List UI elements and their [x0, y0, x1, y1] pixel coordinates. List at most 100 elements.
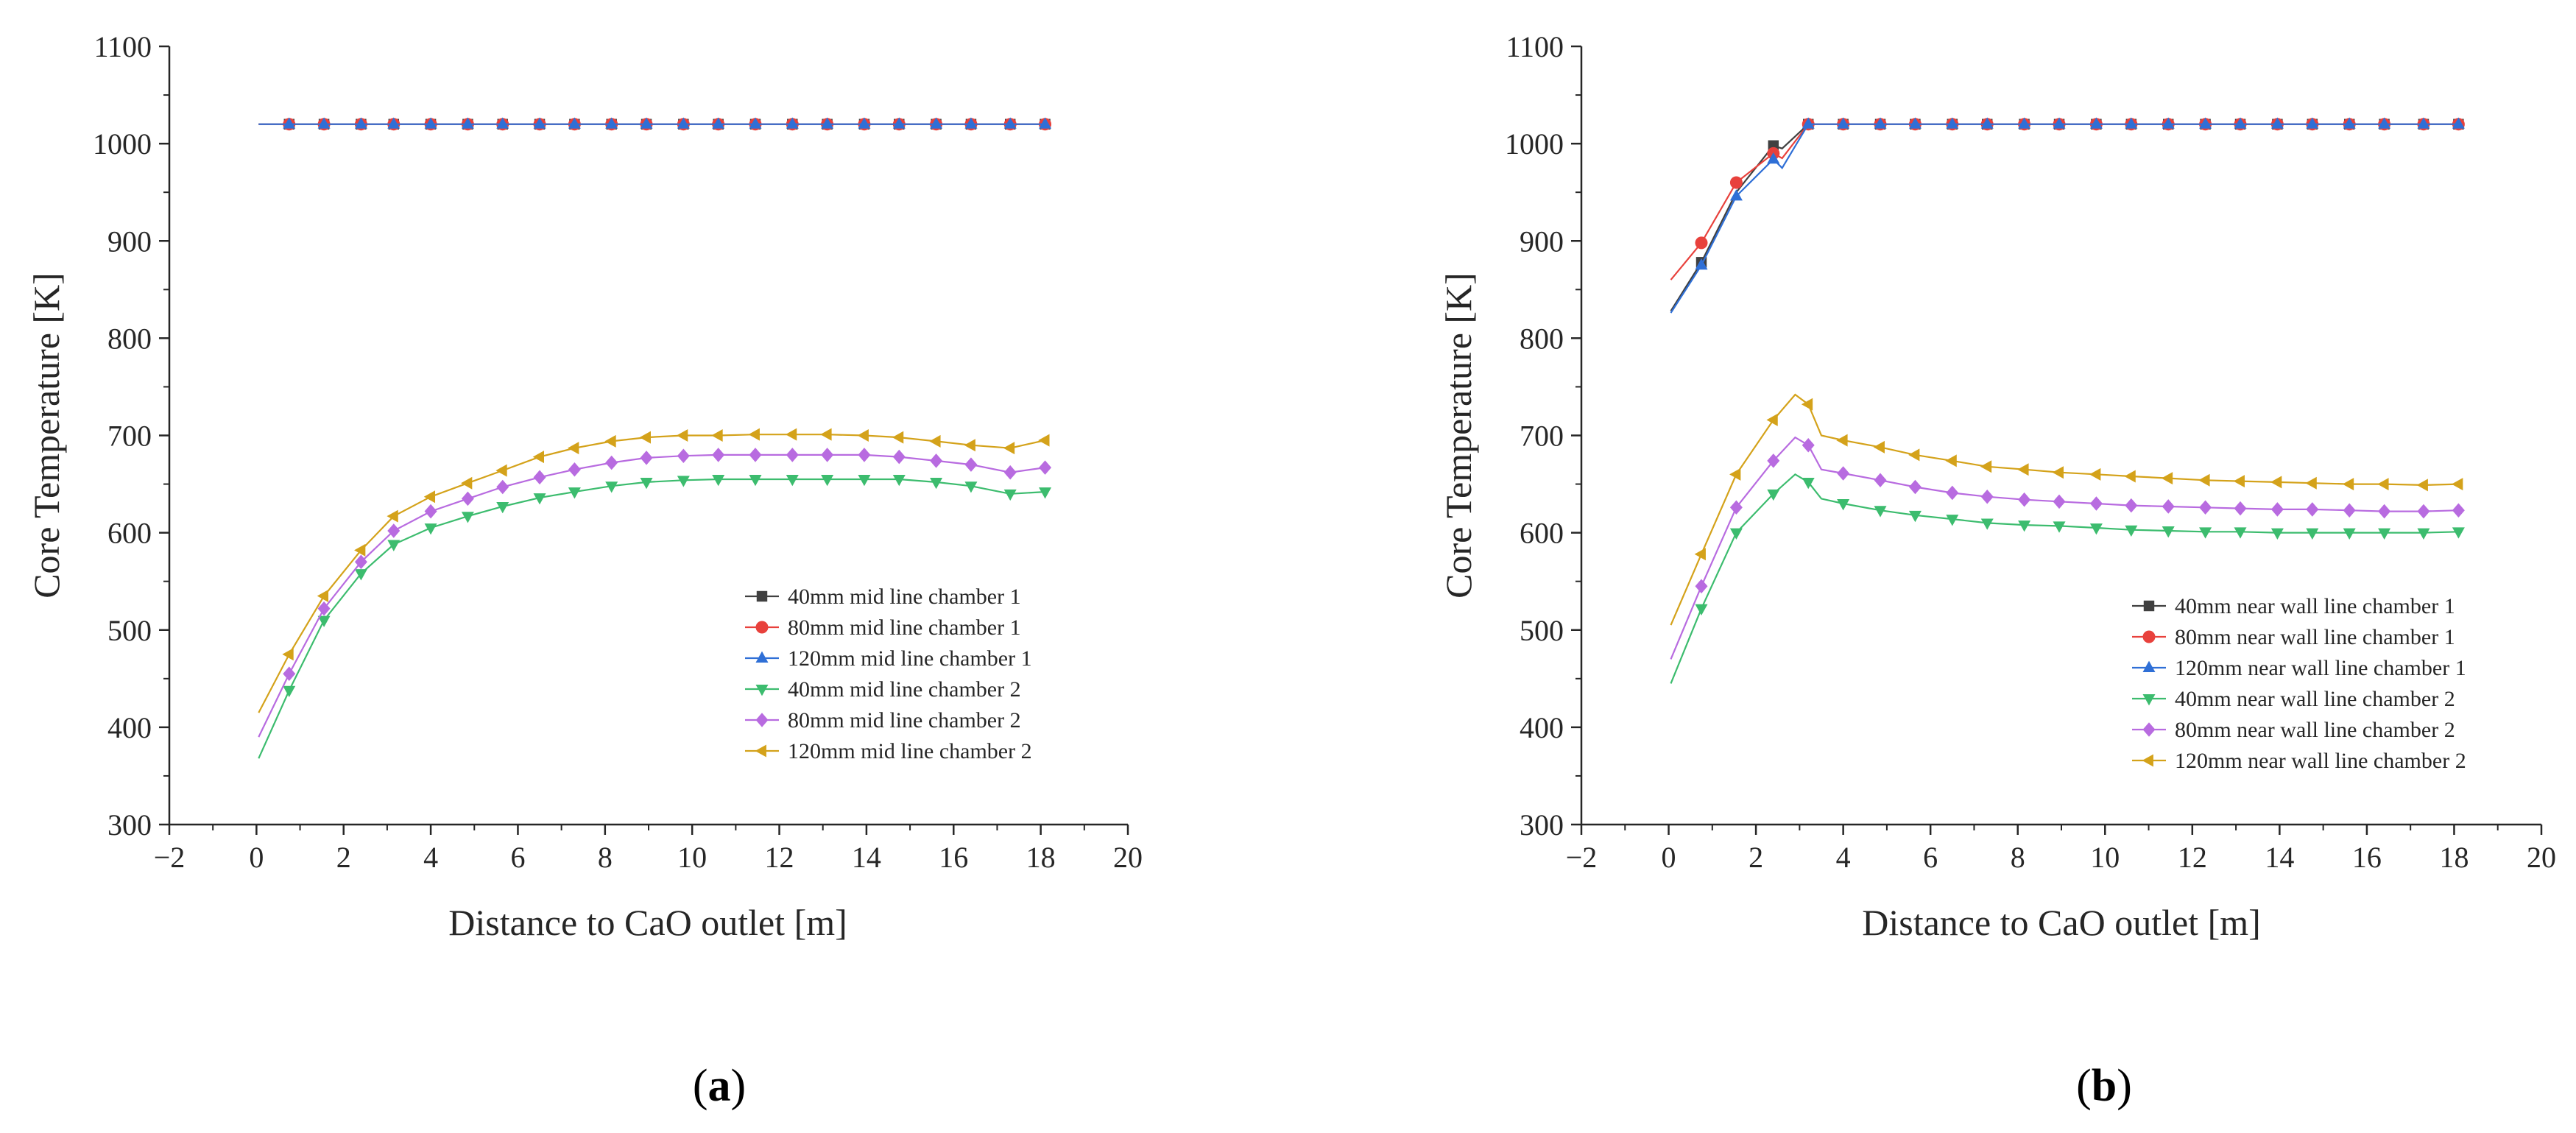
x-tick-label: 6	[510, 841, 525, 874]
data-point	[929, 434, 941, 448]
data-point	[639, 431, 651, 444]
y-tick-label: 900	[1520, 225, 1564, 258]
data-point	[749, 475, 762, 487]
y-tick-label: 600	[107, 517, 152, 550]
data-point	[858, 117, 871, 129]
panel-label-letter: b	[2092, 1061, 2117, 1111]
y-tick-label: 1000	[1505, 127, 1564, 160]
data-point	[964, 439, 975, 452]
y-tick-label: 700	[1520, 420, 1564, 453]
data-point	[2306, 117, 2319, 129]
data-point	[1980, 117, 1994, 129]
series-line	[1670, 123, 2459, 280]
data-point	[568, 487, 581, 499]
data-point	[2343, 117, 2356, 129]
y-tick-label: 700	[107, 420, 152, 453]
data-point	[1038, 434, 1050, 447]
y-tick-label: 600	[1520, 517, 1564, 550]
data-point	[2053, 521, 2066, 533]
x-tick-label: 2	[1748, 841, 1763, 874]
data-point	[2270, 502, 2284, 517]
data-point	[605, 455, 618, 470]
panel-label-open: (	[693, 1061, 708, 1111]
x-tick-label: 12	[765, 841, 794, 874]
legend: 40mm mid line chamber 1 80mm mid line cha…	[745, 585, 1032, 763]
legend-label: 40mm near wall line chamber 1	[2175, 594, 2455, 618]
legend-marker	[755, 713, 769, 727]
data-point	[712, 448, 725, 462]
x-tick-label: 0	[1662, 841, 1676, 874]
legend-marker	[2142, 660, 2156, 672]
data-point	[677, 476, 690, 487]
data-point	[1003, 489, 1017, 501]
data-point	[2125, 525, 2138, 537]
data-point	[2342, 478, 2354, 491]
data-point	[2199, 117, 2212, 129]
series-5	[258, 448, 1052, 738]
panel-label-close: )	[731, 1061, 747, 1111]
x-tick-label: 18	[1026, 841, 1056, 874]
data-point	[2306, 528, 2319, 540]
data-point	[1003, 465, 1017, 480]
data-point	[533, 470, 546, 485]
data-point	[1837, 499, 1850, 511]
x-tick-label: 8	[598, 841, 613, 874]
data-point	[387, 523, 400, 538]
x-tick-label: 16	[939, 841, 968, 874]
data-point	[2343, 528, 2356, 540]
data-point	[317, 590, 329, 603]
data-point	[1874, 473, 1887, 488]
data-point	[424, 504, 437, 519]
data-point	[2089, 467, 2101, 481]
data-point	[964, 457, 978, 472]
x-tick-label: 14	[852, 841, 881, 874]
data-point	[2162, 499, 2175, 514]
data-point	[2162, 117, 2175, 129]
data-point	[821, 448, 834, 462]
data-point	[283, 666, 296, 681]
data-point	[786, 448, 799, 462]
data-point	[1980, 460, 1992, 473]
data-point	[2270, 476, 2282, 489]
data-point	[1695, 579, 1708, 594]
series-4	[258, 475, 1052, 759]
data-point	[424, 523, 437, 535]
data-point	[2199, 500, 2212, 515]
data-point	[461, 512, 474, 523]
data-point	[354, 543, 366, 557]
data-point	[786, 475, 799, 487]
data-point	[1729, 528, 1743, 540]
data-point	[354, 117, 367, 129]
legend-marker	[2143, 600, 2155, 612]
data-point	[2270, 117, 2284, 129]
data-point	[2416, 479, 2428, 492]
data-point	[2343, 503, 2356, 518]
series-line	[1670, 473, 2459, 684]
data-point	[1908, 510, 1922, 523]
data-point	[892, 449, 906, 465]
x-tick-label: 2	[336, 841, 351, 874]
data-point	[2452, 117, 2465, 129]
legend-marker	[755, 685, 769, 696]
data-point	[2018, 492, 2031, 507]
data-point	[2452, 527, 2465, 539]
data-point	[1767, 453, 1780, 468]
data-point	[496, 479, 509, 495]
data-point	[1039, 117, 1052, 129]
series-line	[1670, 123, 2459, 314]
data-point	[1694, 548, 1706, 561]
data-point	[2017, 463, 2029, 476]
legend-marker	[2142, 694, 2156, 706]
data-point	[677, 448, 690, 464]
data-point	[2089, 523, 2103, 535]
x-tick-label: 6	[1923, 841, 1938, 874]
data-point	[930, 117, 943, 129]
data-point	[2053, 494, 2066, 509]
series-line	[1670, 123, 2459, 311]
data-point	[820, 428, 832, 441]
data-point	[785, 428, 797, 441]
data-point	[461, 491, 474, 507]
legend-label: 120mm mid line chamber 1	[788, 646, 1032, 671]
y-tick-label: 900	[107, 225, 152, 258]
y-tick-label: 300	[1520, 808, 1564, 841]
